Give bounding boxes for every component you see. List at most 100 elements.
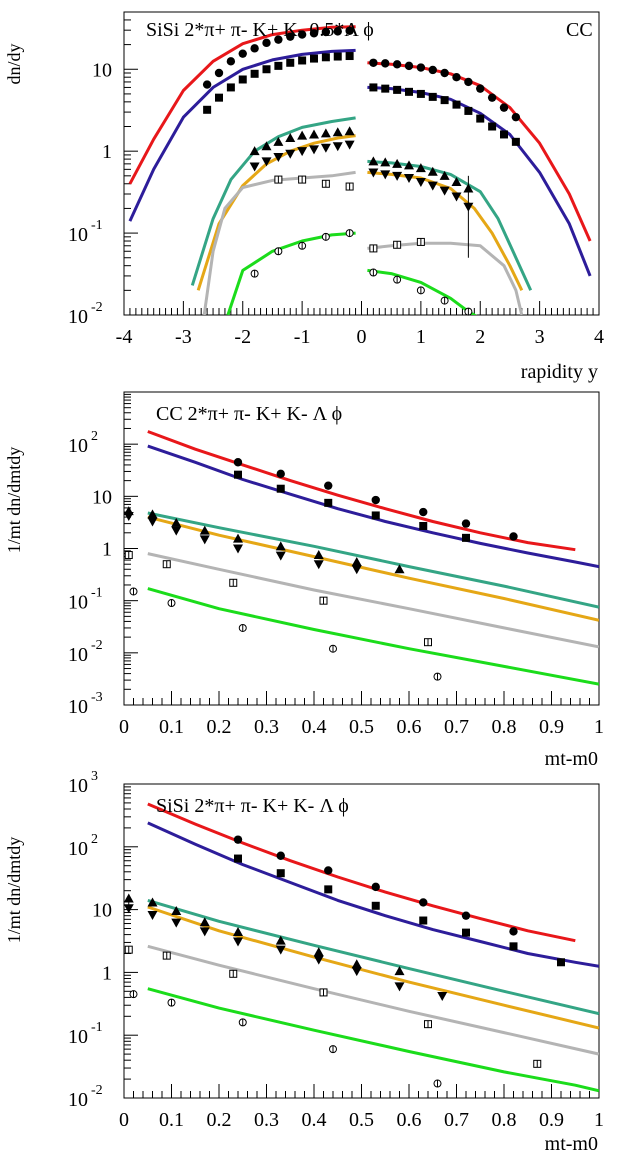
x-tick-label: 0.8: [492, 1109, 517, 1131]
y-exp-tick-label: 10 3: [68, 769, 98, 797]
data-point-square: [500, 130, 508, 139]
x-tick-label: 0.9: [539, 716, 564, 738]
data-point-circle: [371, 882, 380, 892]
x-tick-label: 1: [594, 1109, 604, 1131]
data-point-triangle-down: [451, 192, 462, 202]
series-curve-teal: [190, 116, 356, 286]
data-point-circle: [276, 469, 285, 479]
data-point-square: [476, 114, 485, 123]
x-tick-label: 3: [535, 326, 545, 348]
data-point-triangle-down: [332, 142, 343, 152]
y-tick-exponent: -2: [91, 300, 103, 315]
y-exp-tick-label: 10 2: [68, 832, 98, 860]
x-axis-label: rapidity y: [521, 361, 598, 383]
data-point-square: [310, 54, 318, 63]
series-curve-green: [147, 987, 599, 1093]
data-point-circle: [440, 68, 449, 78]
series-curve-blue: [128, 48, 356, 222]
data-point-triangle-down: [380, 170, 391, 180]
y-tick-exponent: -3: [91, 690, 103, 705]
data-point-square: [416, 89, 425, 98]
y-exp-tick-label: 10 -1: [68, 586, 103, 614]
y-axis-label: dn/dy: [4, 43, 24, 84]
data-point-circle: [309, 29, 319, 38]
data-point-triangle-down: [123, 511, 134, 521]
y-minor-ticks: [124, 783, 138, 1099]
data-point-circle: [369, 58, 378, 67]
x-tick-label: 0.2: [207, 1109, 232, 1131]
data-point-triangle-down: [273, 152, 284, 162]
x-tick-label: 0.5: [349, 716, 374, 738]
data-point-square: [509, 942, 518, 951]
x-tick-label: -1: [294, 326, 311, 348]
data-point-square: [488, 122, 497, 131]
x-tick-label: 1: [416, 326, 426, 348]
data-point-square: [234, 854, 242, 863]
data-point-circle: [250, 44, 259, 53]
data-point-circle: [321, 27, 331, 37]
x-tick-label: 4: [594, 326, 604, 348]
data-point-square: [238, 75, 247, 84]
data-point-circle: [274, 35, 283, 44]
x-tick-label: 0: [119, 716, 129, 738]
data-point-circle: [419, 507, 428, 517]
data-point-square: [462, 533, 470, 542]
data-point-triangle-down: [313, 955, 324, 965]
series-curve-gray: [202, 170, 356, 315]
data-point-circle: [499, 103, 509, 112]
data-point-square: [250, 69, 259, 78]
y-exp-tick-label: 10 -3: [68, 690, 103, 718]
data-point-triangle-down: [199, 535, 210, 545]
data-point-circle: [233, 835, 243, 844]
y-exp-tick-label: 10 -2: [68, 300, 103, 328]
data-point-square: [345, 52, 354, 61]
y-tick-exponent: -2: [91, 1083, 103, 1098]
data-point-square: [276, 484, 285, 493]
y-tick-label: 10: [92, 900, 112, 922]
x-tick-label: 0.4: [302, 1109, 327, 1131]
data-point-square: [511, 137, 520, 146]
data-point-circle: [416, 63, 426, 72]
data-point-triangle-down: [427, 181, 438, 191]
plot-frame: [123, 783, 600, 1099]
data-point-triangle-up: [313, 550, 324, 560]
x-tick-label: 0.3: [254, 716, 279, 738]
series-curve-blue: [147, 444, 599, 569]
series-curve-red: [147, 802, 576, 943]
data-point-triangle-down: [344, 140, 355, 150]
data-point-triangle-up: [171, 905, 182, 915]
data-point-circle: [345, 26, 354, 35]
series-curve-gray: [147, 944, 599, 1056]
x-tick-label: 0.6: [397, 1109, 422, 1131]
data-point-triangle-down: [439, 186, 450, 196]
data-point-square: [274, 61, 283, 70]
data-point-square: [452, 100, 461, 109]
data-point-circle: [509, 927, 518, 936]
x-axis-label: mt-m0: [545, 748, 598, 770]
plot-frame: [123, 391, 600, 706]
y-tick-exponent: 3: [91, 769, 98, 784]
y-tick-mantissa: 10: [68, 306, 88, 328]
data-point-square: [215, 93, 223, 102]
x-tick-label: 0.6: [397, 716, 422, 738]
data-point-square: [324, 885, 333, 894]
data-point-triangle-up: [344, 126, 355, 136]
data-point-triangle-down: [275, 551, 286, 561]
data-point-triangle-up: [233, 926, 243, 936]
series-curve-teal: [147, 511, 599, 609]
data-point-circle: [461, 911, 471, 920]
data-point-triangle-up: [394, 564, 405, 574]
data-point-triangle-up: [313, 947, 324, 957]
y-tick-mantissa: 10: [68, 1089, 88, 1111]
y-tick-label: 10: [92, 486, 112, 508]
x-tick-label: 0.2: [207, 716, 232, 738]
data-point-square: [262, 65, 271, 74]
y-tick-label: 10: [92, 59, 112, 81]
data-point-triangle-down: [199, 927, 210, 937]
x-tick-label: -3: [175, 326, 192, 348]
y-tick-exponent: 2: [91, 429, 98, 444]
y-minor-ticks: [124, 391, 138, 706]
data-point-circle: [371, 495, 380, 505]
data-point-triangle-up: [171, 517, 182, 527]
